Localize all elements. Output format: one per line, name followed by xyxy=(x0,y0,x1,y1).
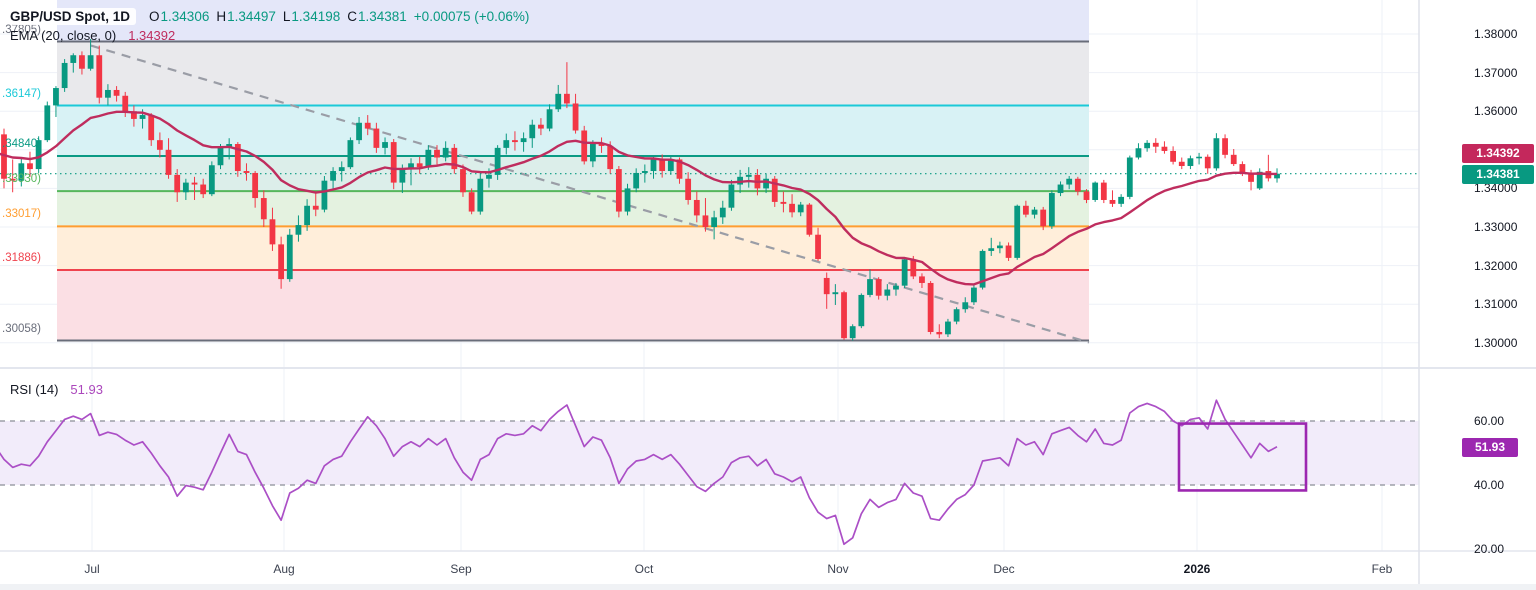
rsi-tick-label: 20.00 xyxy=(1474,542,1505,556)
rsi-tick-label: 40.00 xyxy=(1474,478,1505,492)
ohlc-item: O 1.34306 xyxy=(149,9,210,24)
fib-level-label: .34840) xyxy=(2,137,42,150)
rsi-legend[interactable]: RSI (14) 51.93 xyxy=(10,382,103,397)
rsi-legend-name: RSI (14) xyxy=(10,382,59,397)
price-tick-label: 1.34000 xyxy=(1474,181,1518,196)
candles[interactable] xyxy=(0,39,1280,341)
price-tick-label: 1.36000 xyxy=(1474,104,1518,119)
fib-level-label: .30058) xyxy=(2,322,42,335)
last-price-badge: 1.34381 xyxy=(1462,164,1534,184)
time-axis-label: Dec xyxy=(993,562,1015,576)
price-tick-label: 1.33000 xyxy=(1474,220,1518,234)
ohlc-item: C 1.34381 xyxy=(347,9,407,24)
ema-line[interactable] xyxy=(0,110,1278,286)
symbol-title[interactable]: GBP/USD Spot, 1D xyxy=(10,8,137,25)
rsi-tick-label: 60.00 xyxy=(1474,414,1505,428)
trendline[interactable] xyxy=(90,44,1090,344)
fib-level-label: .33930) xyxy=(2,173,42,186)
price-tick-label: 1.32000 xyxy=(1474,258,1518,273)
ema-value-badge: 1.34392 xyxy=(1462,143,1534,163)
fib-level-label: .36147) xyxy=(2,87,42,100)
ema-legend-name: EMA (20, close, 0) xyxy=(10,28,117,43)
rsi-line[interactable] xyxy=(0,399,1278,546)
fib-bands xyxy=(57,0,1089,341)
time-axis-label: Jul xyxy=(84,562,100,576)
rsi-zone xyxy=(0,420,1419,486)
time-axis-label: Sep xyxy=(450,562,472,576)
price-tick-label: 1.37000 xyxy=(1474,65,1518,80)
time-axis-label: 2026 xyxy=(1183,562,1211,576)
rsi-value-badge: 51.93 xyxy=(1462,437,1518,457)
ema-legend[interactable]: EMA (20, close, 0) 1.34392 xyxy=(10,28,175,43)
rsi-legend-value: 51.93 xyxy=(70,382,103,397)
fib-level-label: .37805) xyxy=(2,23,42,36)
symbol-legend[interactable]: GBP/USD Spot, 1D O 1.34306 H 1.34497 L 1.3419… xyxy=(10,8,529,25)
price-tick-label: 1.31000 xyxy=(1474,297,1518,312)
fib-level-label: .33017) xyxy=(2,208,42,221)
time-axis-label: Aug xyxy=(273,562,295,576)
ohlc-values: O 1.34306 H 1.34497 L 1.34198 C 1.34381 +0.00075… xyxy=(142,9,529,24)
time-axis-label: Feb xyxy=(1371,562,1393,576)
change-value: +0.00075 (+0.06%) xyxy=(413,9,530,24)
price-tick-label: 1.30000 xyxy=(1474,335,1518,350)
ohlc-item: L 1.34198 xyxy=(282,9,341,24)
time-axis-label: Oct xyxy=(634,562,654,576)
price-tick-label: 1.38000 xyxy=(1474,27,1518,41)
time-axis-label: Nov xyxy=(827,562,849,576)
ohlc-item: H 1.34497 xyxy=(216,9,276,24)
annotation-rectangle[interactable] xyxy=(1177,422,1308,492)
ema-legend-value: 1.34392 xyxy=(128,28,176,43)
fib-level-label: .31886) xyxy=(2,252,42,264)
